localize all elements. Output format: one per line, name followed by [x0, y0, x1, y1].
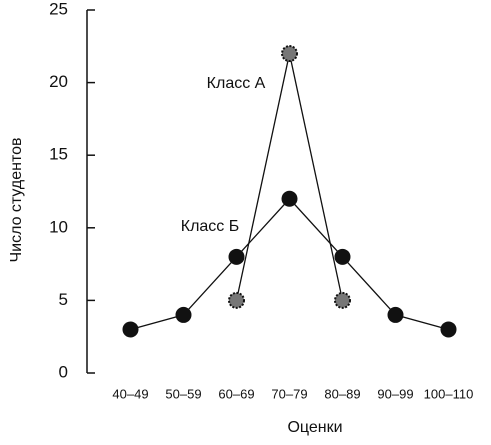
y-tick-label: 25: [49, 0, 68, 18]
x-tick-label: 40–49: [112, 386, 148, 401]
point: [122, 321, 139, 338]
x-tick-label: 100–110: [424, 386, 474, 401]
point: [281, 190, 298, 207]
y-tick-label: 0: [59, 362, 68, 381]
y-tick-label: 10: [49, 217, 68, 236]
point: [387, 306, 404, 323]
y-tick-label: 5: [59, 290, 68, 309]
y-tick-label: 20: [49, 72, 68, 91]
series-label: Класс А: [207, 75, 266, 92]
series-label: Класс Б: [181, 218, 240, 235]
point: [228, 248, 245, 265]
x-axis-label: Оценки: [287, 419, 342, 436]
x-tick-label: 60–69: [218, 386, 254, 401]
y-axis-label: Число студентов: [8, 137, 25, 262]
point: [440, 321, 457, 338]
point: [175, 306, 192, 323]
y-tick-label: 15: [49, 145, 68, 164]
point: [228, 291, 245, 309]
x-tick-label: 80–89: [324, 386, 360, 401]
point: [281, 45, 298, 63]
x-tick-label: 50–59: [165, 386, 201, 401]
point: [334, 248, 351, 265]
point: [334, 291, 351, 309]
x-tick-label: 90–99: [377, 386, 413, 401]
x-tick-label: 70–79: [271, 386, 307, 401]
